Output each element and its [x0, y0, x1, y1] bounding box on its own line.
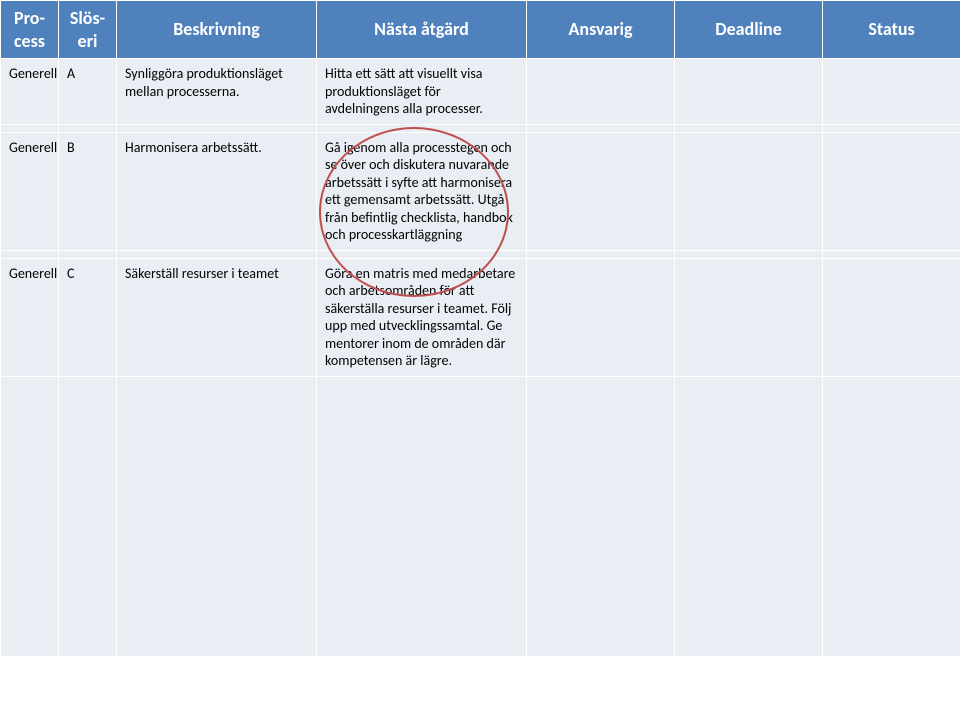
- cell-deadline: [675, 258, 823, 376]
- cell-ansvarig: [527, 59, 675, 125]
- cell-process: Generell: [1, 258, 59, 376]
- cell-deadline: [675, 132, 823, 250]
- cell-status: [823, 132, 960, 250]
- col-header-status: Status: [823, 1, 960, 59]
- cell-sloseri: B: [59, 132, 117, 250]
- row-spacer: [1, 124, 960, 132]
- cell-beskrivning: Synliggöra produktionsläget mellan proce…: [117, 59, 317, 125]
- cell-deadline: [675, 59, 823, 125]
- cell-nasta-atgard: Göra en matris med medarbetare och arbet…: [317, 258, 527, 376]
- col-header-ansvarig: Ansvarig: [527, 1, 675, 59]
- cell-process: Generell: [1, 132, 59, 250]
- table-header: Pro-cess Slös-eri Beskrivning Nästa åtgä…: [1, 1, 960, 59]
- header-row: Pro-cess Slös-eri Beskrivning Nästa åtgä…: [1, 1, 960, 59]
- cell-sloseri: C: [59, 258, 117, 376]
- cell-process: Generell: [1, 59, 59, 125]
- table-row: Generell C Säkerställ resurser i teamet …: [1, 258, 960, 376]
- cell-nasta-atgard: Gå igenom alla processtegen och se över …: [317, 132, 527, 250]
- row-spacer: [1, 376, 960, 656]
- cell-status: [823, 59, 960, 125]
- row-spacer: [1, 250, 960, 258]
- col-header-sloseri: Slös-eri: [59, 1, 117, 59]
- cell-beskrivning: Säkerställ resurser i teamet: [117, 258, 317, 376]
- col-header-deadline: Deadline: [675, 1, 823, 59]
- cell-ansvarig: [527, 258, 675, 376]
- col-header-beskrivning: Beskrivning: [117, 1, 317, 59]
- cell-sloseri: A: [59, 59, 117, 125]
- cell-status: [823, 258, 960, 376]
- action-table: Pro-cess Slös-eri Beskrivning Nästa åtgä…: [0, 0, 960, 657]
- cell-beskrivning: Harmonisera arbetssätt.: [117, 132, 317, 250]
- cell-nasta-atgard-text: Gå igenom alla processtegen och se över …: [325, 139, 513, 244]
- table-row: Generell B Harmonisera arbetssätt. Gå ig…: [1, 132, 960, 250]
- cell-ansvarig: [527, 132, 675, 250]
- col-header-nasta-atgard: Nästa åtgärd: [317, 1, 527, 59]
- cell-nasta-atgard: Hitta ett sätt att visuellt visa produkt…: [317, 59, 527, 125]
- table-row: Generell A Synliggöra produktionsläget m…: [1, 59, 960, 125]
- table-body: Generell A Synliggöra produktionsläget m…: [1, 59, 960, 657]
- col-header-process: Pro-cess: [1, 1, 59, 59]
